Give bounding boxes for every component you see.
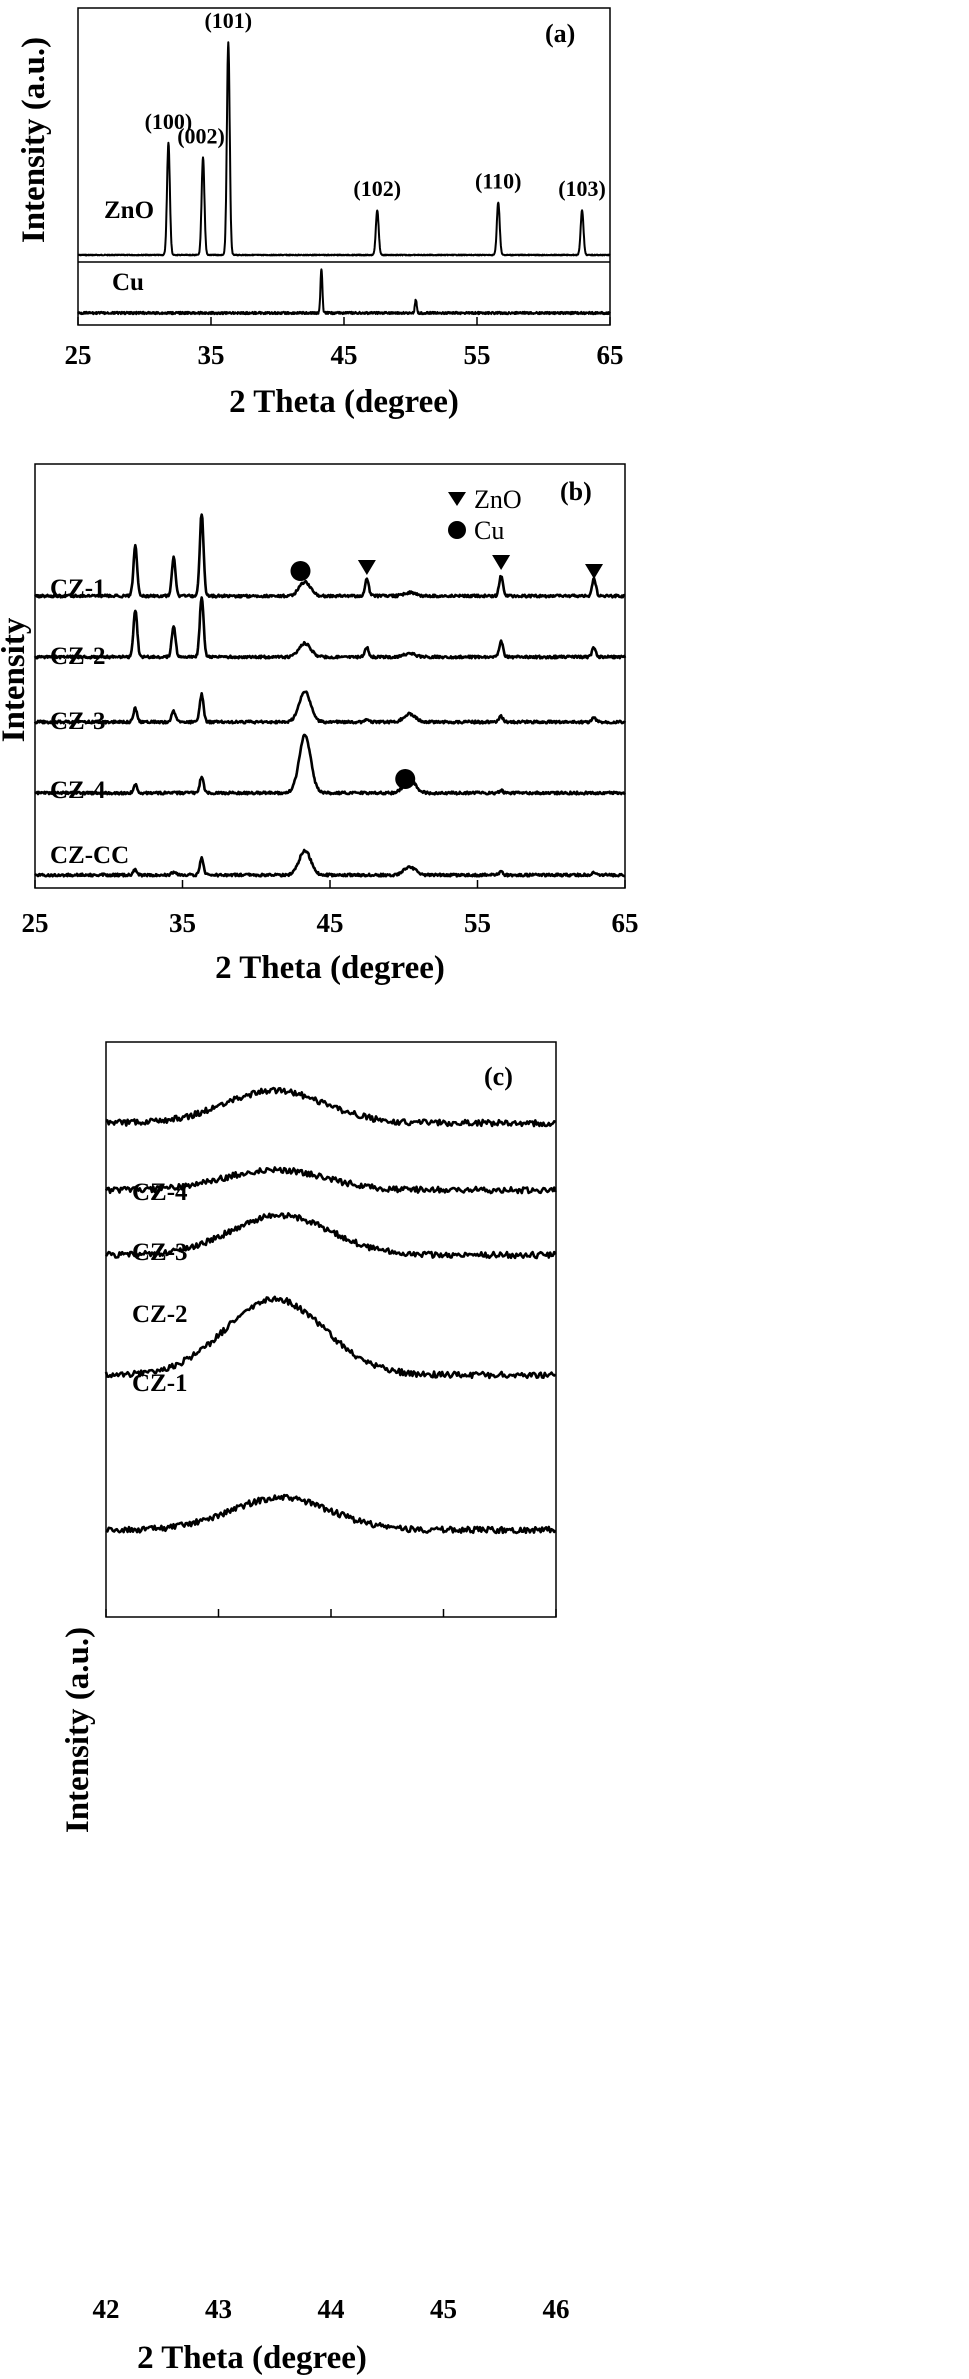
legend: ZnO Cu — [448, 485, 522, 545]
panel-a: (100)(002) (101) (102) (110) (103) (a) ZnO C… — [16, 7, 624, 420]
panel-b-frame — [34, 463, 626, 889]
series-label-zno: ZnO — [104, 197, 154, 224]
panel-c-xtick-label: 43 — [205, 2294, 232, 2324]
panel-a-xtick-label: 45 — [331, 340, 358, 370]
panel-c-label: (c) — [484, 1062, 513, 1091]
panel-c-frame — [105, 1041, 557, 1618]
panel-b-xtick-label: 25 — [22, 908, 49, 938]
series-label-cz-3: CZ-3 — [50, 708, 106, 735]
legend-circle-icon — [448, 521, 466, 539]
cu-peak-circle-icon — [290, 561, 311, 581]
hkl-label: (102) — [353, 176, 401, 201]
series-label-cz-2: CZ-2 — [50, 643, 106, 670]
legend-label-cu: Cu — [474, 516, 504, 545]
series-line-cz-4 — [105, 1086, 557, 1128]
panel-c-xtick-label: 45 — [430, 2294, 457, 2324]
panel-c-xtick-label: 44 — [318, 2294, 345, 2324]
series-line-cz-3 — [104, 1166, 557, 1195]
series-line-cz-1 — [104, 1295, 557, 1380]
panel-b-xtick-label: 45 — [317, 908, 344, 938]
hkl-label: (002) — [177, 124, 225, 149]
series-label-cz-1: CZ-1 — [50, 575, 106, 602]
legend-label-zno: ZnO — [474, 485, 522, 514]
panel-c-xtick-label: 46 — [543, 2294, 570, 2324]
legend-triangle-icon — [448, 492, 466, 506]
series-line-cz-3 — [33, 690, 627, 725]
panel-b-xlabel: 2 Theta (degree) — [215, 950, 445, 986]
cu-peak-circle-icon — [395, 769, 416, 789]
panel-c-ylabel: Intensity (a.u.) — [60, 1627, 96, 1833]
panel-a-xtick-label: 65 — [597, 340, 624, 370]
hkl-label: (103) — [558, 176, 606, 201]
panel-b-xtick-label: 55 — [464, 908, 491, 938]
panel-b-label: (b) — [560, 477, 592, 506]
panel-a-xtick-label: 35 — [198, 340, 225, 370]
panel-b: (b) ZnO Cu CZ-1 CZ-2 CZ-3 CZ-4 CZ-CC 25 35 45 5… — [0, 463, 639, 986]
series-line-cz-cc — [34, 848, 626, 878]
panel-c-xtick-label: 42 — [93, 2294, 120, 2324]
series-line-cz-4 — [34, 733, 627, 796]
panel-a-ylabel: Intensity (a.u.) — [16, 37, 52, 243]
series-line-unlabeled — [105, 1493, 557, 1535]
series-label-cz-cc: CZ-CC — [50, 842, 129, 869]
zno-peak-triangle-icon — [492, 555, 511, 570]
panel-a-frame — [77, 7, 611, 326]
zno-peak-triangle-icon — [585, 564, 604, 579]
hkl-label: (101) — [204, 8, 252, 33]
panel-b-xtick-label: 65 — [612, 908, 639, 938]
panel-b-xtick-label: 35 — [169, 908, 196, 938]
series-label-cz-4: CZ-4 — [132, 1179, 188, 1206]
panel-a-xtick-label: 55 — [464, 340, 491, 370]
series-line-cz-2 — [33, 596, 627, 660]
series-label-cz-3: CZ-3 — [132, 1239, 188, 1266]
panel-b-ylabel: Intensity — [0, 617, 32, 742]
zno-pattern-line — [77, 41, 611, 257]
hkl-label: (110) — [475, 168, 521, 193]
panel-a-xtick-label: 25 — [65, 340, 92, 370]
hkl-label: (100) — [145, 109, 193, 134]
zno-peak-triangle-icon — [357, 560, 376, 575]
series-line-cz-1 — [34, 513, 626, 599]
series-label-cz-2: CZ-2 — [132, 1301, 188, 1328]
panel-a-xlabel: 2 Theta (degree) — [229, 384, 459, 420]
series-line-cz-2 — [104, 1212, 557, 1260]
panel-c: (c) CZ-4 CZ-3 CZ-2 CZ-1 42 43 44 45 46 2 Theta … — [60, 1041, 570, 2376]
panel-a-label: (a) — [545, 19, 575, 48]
panel-c-xlabel: 2 Theta (degree) — [137, 2340, 367, 2376]
series-label-cz-4: CZ-4 — [50, 777, 106, 804]
series-label-cu: Cu — [112, 269, 144, 296]
cu-pattern-line — [77, 268, 611, 316]
series-label-cz-1: CZ-1 — [132, 1370, 188, 1397]
